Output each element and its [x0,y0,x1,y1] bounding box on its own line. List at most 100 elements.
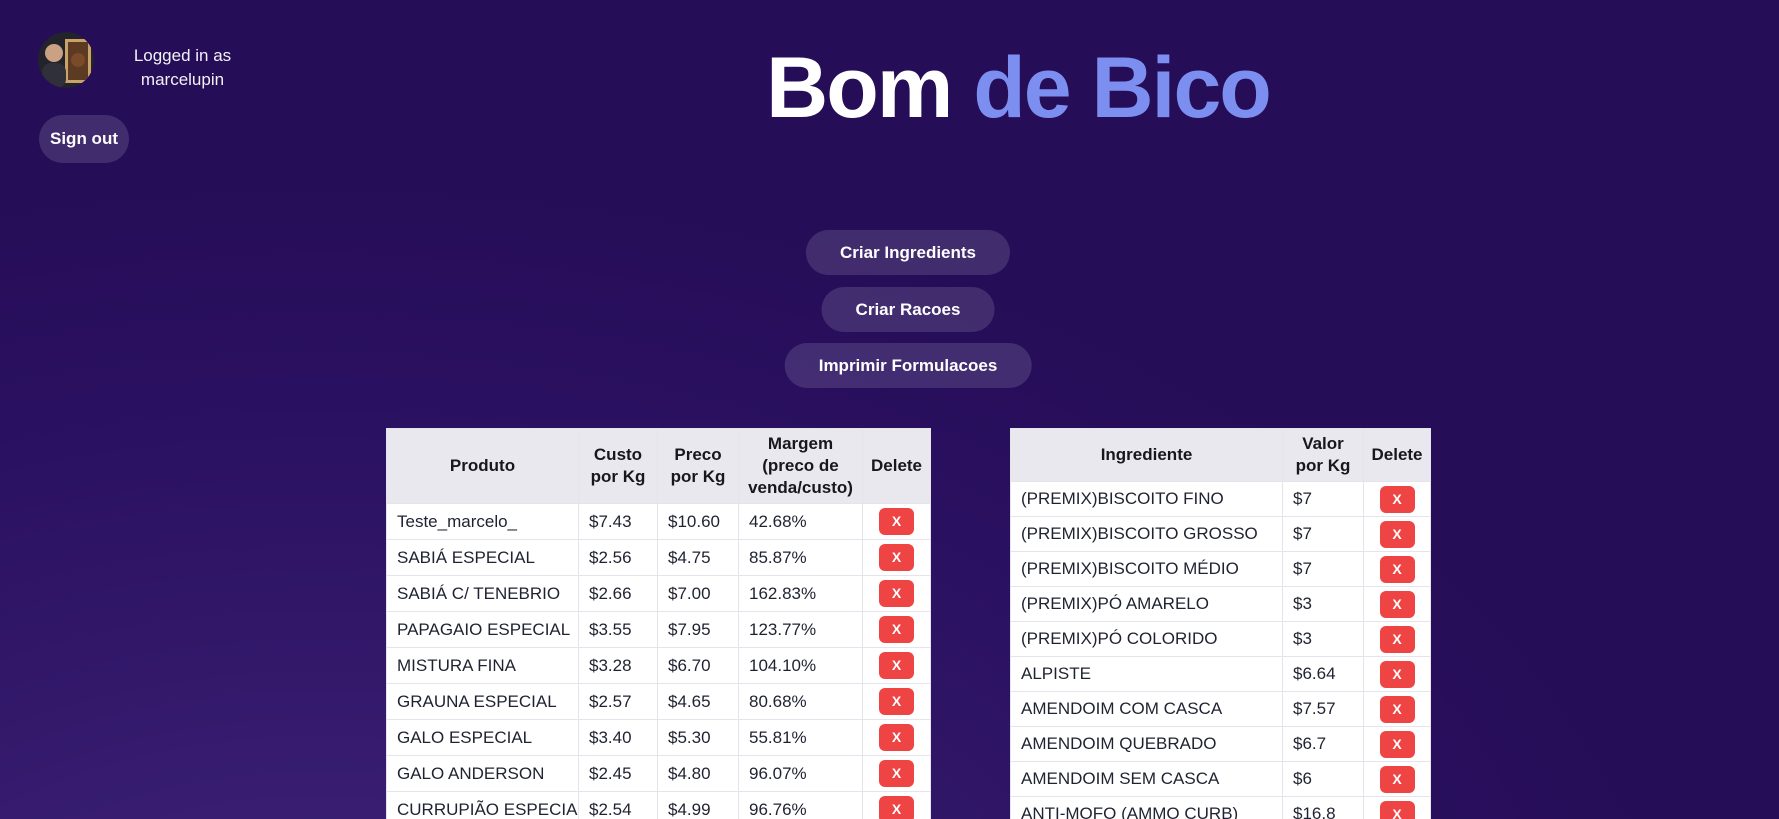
page-title-part1: Bom [766,40,953,136]
delete-cell: X [1363,761,1431,797]
ingredient-row: (PREMIX)BISCOITO FINO $7 X [1010,481,1431,517]
product-row: GALO ANDERSON $2.45 $4.80 96.07% X [386,755,931,792]
produto-cell: SABIÁ ESPECIAL [386,539,579,576]
col-header-ingrediente: Ingrediente [1010,428,1283,482]
delete-cell: X [1363,516,1431,552]
delete-ingredient-button[interactable]: X [1379,590,1415,618]
delete-cell: X [862,539,931,576]
produto-cell: SABIÁ C/ TENEBRIO [386,575,579,612]
custo-cell: $3.55 [578,611,658,648]
col-header-delete: Delete [1363,428,1431,482]
ingredient-row: (PREMIX)PÓ AMARELO $3 X [1010,586,1431,622]
produto-cell: GALO ESPECIAL [386,719,579,756]
valor-cell: $16.8 [1282,796,1364,819]
products-header-row: Produto Custo por Kg Preco por Kg Margem… [386,428,931,504]
preco-cell: $7.00 [657,575,739,612]
delete-product-button[interactable]: X [879,508,914,535]
product-row: GRAUNA ESPECIAL $2.57 $4.65 80.68% X [386,683,931,720]
delete-product-button[interactable]: X [879,652,914,679]
delete-product-button[interactable]: X [879,796,914,819]
valor-cell: $7 [1282,516,1364,552]
margem-cell: 96.76% [738,791,863,819]
logged-in-text: Logged in as marcelupin [120,44,245,92]
delete-ingredient-button[interactable]: X [1379,555,1415,583]
preco-cell: $5.30 [657,719,739,756]
delete-cell: X [1363,726,1431,762]
delete-ingredient-button[interactable]: X [1379,660,1415,688]
valor-cell: $7.57 [1282,691,1364,727]
margem-cell: 123.77% [738,611,863,648]
ingredient-row: ANTI-MOFO (AMMO CURB) $16.8 X [1010,796,1431,819]
delete-ingredient-button[interactable]: X [1379,800,1415,819]
ingrediente-cell: AMENDOIM SEM CASCA [1010,761,1283,797]
criar-racoes-button[interactable]: Criar Racoes [821,287,995,332]
delete-cell: X [862,791,931,819]
product-row: PAPAGAIO ESPECIAL $3.55 $7.95 123.77% X [386,611,931,648]
custo-cell: $3.40 [578,719,658,756]
ingrediente-cell: (PREMIX)BISCOITO FINO [1010,481,1283,517]
delete-ingredient-button[interactable]: X [1379,485,1415,513]
custo-cell: $2.66 [578,575,658,612]
delete-ingredient-button[interactable]: X [1379,730,1415,758]
delete-cell: X [1363,691,1431,727]
col-header-produto: Produto [386,428,579,504]
product-row: Teste_marcelo_ $7.43 $10.60 42.68% X [386,503,931,540]
ingrediente-cell: AMENDOIM QUEBRADO [1010,726,1283,762]
col-header-valor: Valor por Kg [1282,428,1364,482]
delete-ingredient-button[interactable]: X [1379,520,1415,548]
ingredient-row: AMENDOIM COM CASCA $7.57 X [1010,691,1431,727]
sign-out-button[interactable]: Sign out [39,115,129,163]
delete-product-button[interactable]: X [879,544,914,571]
ingrediente-cell: (PREMIX)BISCOITO MÉDIO [1010,551,1283,587]
delete-cell: X [862,719,931,756]
margem-cell: 42.68% [738,503,863,540]
product-row: MISTURA FINA $3.28 $6.70 104.10% X [386,647,931,684]
valor-cell: $7 [1282,481,1364,517]
produto-cell: GRAUNA ESPECIAL [386,683,579,720]
products-table: Produto Custo por Kg Preco por Kg Margem… [386,428,931,819]
custo-cell: $2.57 [578,683,658,720]
valor-cell: $3 [1282,621,1364,657]
ingredient-row: AMENDOIM QUEBRADO $6.7 X [1010,726,1431,762]
custo-cell: $2.45 [578,755,658,792]
margem-cell: 55.81% [738,719,863,756]
delete-product-button[interactable]: X [879,580,914,607]
preco-cell: $10.60 [657,503,739,540]
custo-cell: $3.28 [578,647,658,684]
delete-product-button[interactable]: X [879,724,914,751]
imprimir-formulacoes-button[interactable]: Imprimir Formulacoes [784,343,1032,388]
delete-cell: X [862,575,931,612]
preco-cell: $4.80 [657,755,739,792]
delete-product-button[interactable]: X [879,760,914,787]
ingredient-row: AMENDOIM SEM CASCA $6 X [1010,761,1431,797]
delete-product-button[interactable]: X [879,616,914,643]
col-header-custo: Custo por Kg [578,428,658,504]
criar-ingredients-button[interactable]: Criar Ingredients [805,230,1011,275]
ingredient-row: ALPISTE $6.64 X [1010,656,1431,692]
col-header-delete: Delete [862,428,931,504]
margem-cell: 80.68% [738,683,863,720]
delete-ingredient-button[interactable]: X [1379,765,1415,793]
custo-cell: $7.43 [578,503,658,540]
delete-cell: X [862,503,931,540]
delete-cell: X [862,647,931,684]
ingrediente-cell: (PREMIX)BISCOITO GROSSO [1010,516,1283,552]
preco-cell: $4.99 [657,791,739,819]
delete-ingredient-button[interactable]: X [1379,695,1415,723]
delete-ingredient-button[interactable]: X [1379,625,1415,653]
margem-cell: 96.07% [738,755,863,792]
ingrediente-cell: (PREMIX)PÓ AMARELO [1010,586,1283,622]
valor-cell: $3 [1282,586,1364,622]
delete-cell: X [1363,551,1431,587]
delete-cell: X [862,755,931,792]
produto-cell: MISTURA FINA [386,647,579,684]
preco-cell: $6.70 [657,647,739,684]
preco-cell: $7.95 [657,611,739,648]
delete-product-button[interactable]: X [879,688,914,715]
produto-cell: PAPAGAIO ESPECIAL [386,611,579,648]
page-title-part2: de Bico [973,40,1272,136]
product-row: GALO ESPECIAL $3.40 $5.30 55.81% X [386,719,931,756]
custo-cell: $2.54 [578,791,658,819]
ingredient-row: (PREMIX)PÓ COLORIDO $3 X [1010,621,1431,657]
